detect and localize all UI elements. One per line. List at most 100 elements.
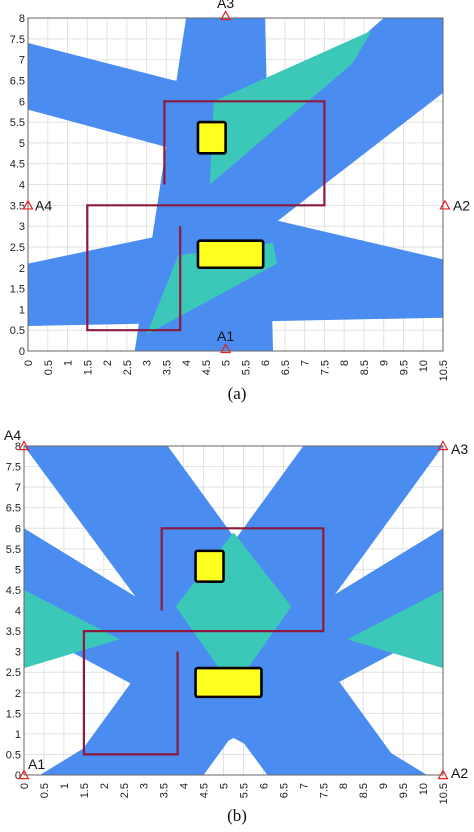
x-tick-label: 2 <box>99 783 111 789</box>
x-tick-label: 7.5 <box>318 783 330 798</box>
anchor-marker <box>220 343 232 354</box>
overlap-region <box>209 30 372 185</box>
x-tick-label: 7 <box>300 360 312 366</box>
figure-panel-b: 0 0.5 1 1.5 2 2.5 3 3.5 4 4.5 5 5.5 6 6.5 7 7.5 8 0 0.5 1 1.… <box>0 414 474 832</box>
x-tick-label: 9.5 <box>398 783 410 798</box>
anchor-marker <box>439 199 451 210</box>
y-tick-label: 1 <box>19 304 25 316</box>
y-tick-label: 4.5 <box>6 585 21 597</box>
y-tick-label: 6 <box>19 96 25 108</box>
x-tick-label: 1.5 <box>82 360 94 375</box>
y-tick-label: 0 <box>19 346 25 358</box>
x-tick-label: 6.5 <box>278 783 290 798</box>
y-tick-label: 4.5 <box>10 159 25 171</box>
x-tick-label: 5.5 <box>238 783 250 798</box>
y-tick-label: 3 <box>15 647 21 659</box>
y-tick-label: 1.5 <box>6 708 21 720</box>
x-tick-label: 9 <box>378 783 390 789</box>
x-tick-label: 3 <box>139 783 151 789</box>
x-tick-label: 0.5 <box>39 783 51 798</box>
x-tick-label: 9.5 <box>398 360 410 375</box>
y-tick-label: 3.5 <box>10 200 25 212</box>
x-tick-label: 2.5 <box>122 360 134 375</box>
y-tick-label: 7 <box>19 55 25 67</box>
x-tick-label: 6.5 <box>280 360 292 375</box>
x-tick-label: 5.5 <box>240 360 252 375</box>
x-tick-label: 0 <box>19 783 31 789</box>
x-tick-label: 1.5 <box>79 783 91 798</box>
y-tick-label: 8 <box>15 441 21 453</box>
obstacle <box>194 549 225 584</box>
x-tick-label: 2.5 <box>119 783 131 798</box>
x-tick-label: 4.5 <box>199 783 211 798</box>
anchor-marker <box>22 199 34 210</box>
y-tick-label: 7 <box>15 482 21 494</box>
overlap-region <box>347 589 443 669</box>
caption-b: (b) <box>227 806 247 825</box>
x-tick-label: 0 <box>23 360 35 366</box>
y-tick-label: 7.5 <box>6 462 21 474</box>
anchor-marker <box>18 769 30 780</box>
x-tick-label: 2 <box>102 360 114 366</box>
anchor-label: A4 <box>35 197 52 213</box>
anchor-marker <box>220 10 232 21</box>
x-tick-label: 6 <box>260 360 272 366</box>
anchor-label: A1 <box>28 756 45 772</box>
x-tick-label: 1 <box>59 783 71 789</box>
axes-frame <box>23 445 444 776</box>
y-tick-label: 2.5 <box>10 242 25 254</box>
anchor-marker <box>437 769 449 780</box>
anchor-label: A2 <box>451 765 468 781</box>
anchor-marker <box>437 440 449 451</box>
anchor-label: A4 <box>4 427 21 443</box>
y-tick-label: 0.5 <box>10 325 25 337</box>
x-tick-label: 4 <box>179 783 191 789</box>
y-tick-label: 7.5 <box>10 34 25 46</box>
y-tick-label: 8 <box>19 13 25 25</box>
y-tick-label: 5 <box>15 564 21 576</box>
y-tick-label: 3.5 <box>6 626 21 638</box>
y-tick-label: 6 <box>15 523 21 535</box>
y-tick-label: 4 <box>15 606 21 618</box>
y-tick-label: 0.5 <box>6 749 21 761</box>
x-tick-label: 4 <box>181 360 193 366</box>
y-tick-label: 2 <box>15 688 21 700</box>
y-tick-label: 1 <box>15 729 21 741</box>
y-tick-label: 2.5 <box>6 667 21 679</box>
x-tick-label: 5 <box>219 783 231 789</box>
x-tick-label: 10 <box>418 783 430 795</box>
wall-line <box>86 100 326 332</box>
caption-a: (a) <box>227 384 247 403</box>
obstacle <box>194 666 263 699</box>
y-tick-label: 1.5 <box>10 284 25 296</box>
overlap-region <box>24 589 120 669</box>
x-tick-label: 6 <box>258 783 270 789</box>
y-tick-label: 6.5 <box>10 75 25 87</box>
x-tick-label: 7 <box>298 783 310 789</box>
chart-a: 0 0.5 1 1.5 2 2.5 3 3.5 4 4.5 5 5.5 6 6.5 7 7.5 8 0 0.5 1 1.… <box>10 0 471 381</box>
y-tick-label: 0 <box>15 770 21 782</box>
x-tick-label: 8.5 <box>358 783 370 798</box>
chart-b: 0 0.5 1 1.5 2 2.5 3 3.5 4 4.5 5 5.5 6 6.5 7 7.5 8 0 0.5 1 1.… <box>4 427 468 804</box>
anchor-label: A3 <box>451 441 468 457</box>
x-tick-label: 3 <box>142 360 154 366</box>
x-tick-label: 8 <box>338 783 350 789</box>
anchor-label: A3 <box>217 0 234 11</box>
y-tick-label: 4 <box>19 180 25 192</box>
x-tick-label: 9 <box>379 360 391 366</box>
anchor-label: A2 <box>453 197 470 213</box>
anchor-label: A1 <box>217 328 234 344</box>
y-tick-label: 6.5 <box>6 503 21 515</box>
x-tick-label: 10 <box>418 360 430 372</box>
obstacle <box>196 120 227 155</box>
y-tick-label: 5.5 <box>10 117 25 129</box>
figure-panel-a: 0 0.5 1 1.5 2 2.5 3 3.5 4 4.5 5 5.5 6 6.5 7 7.5 8 0 0.5 1 1.… <box>0 0 474 414</box>
x-tick-label: 3.5 <box>159 783 171 798</box>
wall-line <box>82 527 325 756</box>
y-tick-label: 2 <box>19 263 25 275</box>
x-tick-label: 5 <box>221 360 233 366</box>
x-tick-label: 7.5 <box>319 360 331 375</box>
x-tick-label: 10.5 <box>438 360 450 381</box>
x-tick-label: 10.5 <box>438 783 450 804</box>
x-tick-label: 8 <box>339 360 351 366</box>
